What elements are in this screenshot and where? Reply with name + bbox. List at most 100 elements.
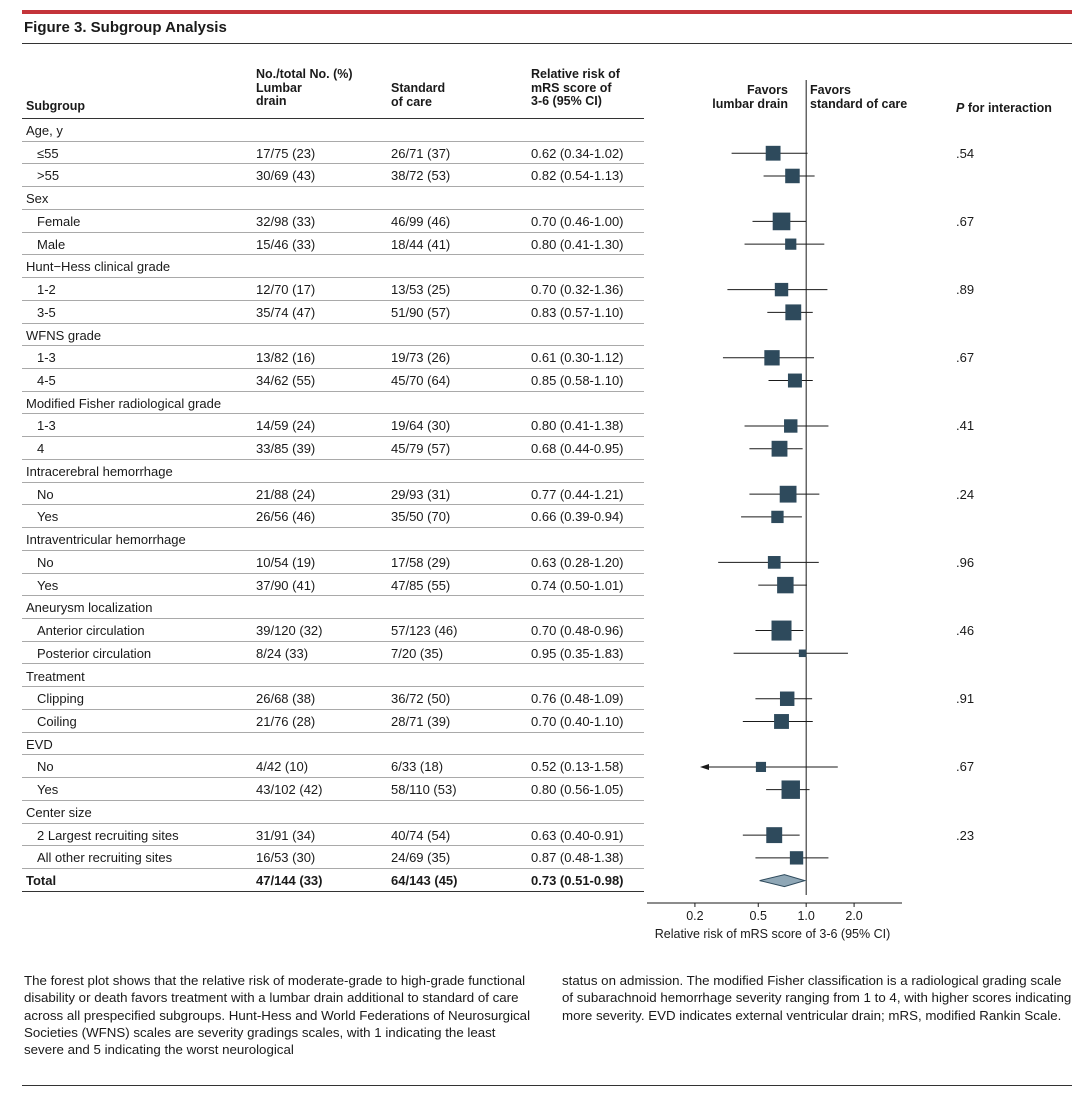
subgroup-label: 1-3 (37, 350, 56, 366)
table-row: No 21/88 (24) 29/93 (31) 0.77 (0.44-1.21) (22, 483, 644, 506)
point-estimate-marker (785, 238, 797, 250)
relative-risk-ci: 0.87 (0.48-1.38) (531, 850, 624, 866)
standard-care-count: 28/71 (39) (391, 713, 451, 729)
table-row: No 4/42 (10) 6/33 (18) 0.52 (0.13-1.58) (22, 755, 644, 779)
lumbar-drain-count: 8/24 (33) (256, 645, 309, 661)
standard-care-count: 40/74 (54) (391, 827, 451, 843)
p-interaction-value: .67 (956, 350, 975, 366)
point-estimate-marker (765, 145, 781, 161)
total-diamond (759, 874, 807, 888)
point-estimate-marker (755, 761, 767, 773)
subgroup-label: Anterior circulation (37, 623, 145, 639)
subgroup-label: All other recruiting sites (37, 850, 173, 866)
relative-risk-ci: 0.73 (0.51-0.98) (531, 873, 624, 889)
header-rr-line-3: 3-6 (95% CI) (531, 94, 602, 108)
lumbar-drain-count: 16/53 (30) (256, 850, 316, 866)
lumbar-drain-count: 21/76 (28) (256, 713, 316, 729)
category-row: Aneurysm localization (22, 596, 644, 620)
x-tick-label: 0.2 (686, 909, 703, 923)
p-interaction-value: .89 (956, 282, 975, 298)
lumbar-drain-count: 43/102 (42) (256, 782, 323, 798)
relative-risk-ci: 0.61 (0.30-1.12) (531, 350, 624, 366)
total-row: Total 47/144 (33) 64/143 (45) 0.73 (0.51-0.… (22, 869, 644, 892)
lumbar-drain-count: 37/90 (41) (256, 577, 316, 593)
point-estimate-marker (779, 485, 797, 503)
table-row: ≤55 17/75 (23) 26/71 (37) 0.62 (0.34-1.02) (22, 142, 644, 165)
lumbar-drain-count: 26/68 (38) (256, 691, 316, 707)
table-row: 1-2 12/70 (17) 13/53 (25) 0.70 (0.32-1.36) (22, 278, 644, 301)
p-interaction-value: .41 (956, 418, 975, 434)
p-interaction-value: .91 (956, 691, 975, 707)
point-estimate-marker (779, 691, 795, 706)
relative-risk-ci: 0.52 (0.13-1.58) (531, 759, 624, 775)
lumbar-drain-count: 30/69 (43) (256, 168, 316, 184)
category-label: WFNS grade (26, 327, 102, 343)
lumbar-drain-count: 33/85 (39) (256, 441, 316, 457)
point-estimate-marker (774, 714, 789, 729)
relative-risk-ci: 0.63 (0.28-1.20) (531, 554, 624, 570)
relative-risk-ci: 0.70 (0.40-1.10) (531, 713, 624, 729)
relative-risk-ci: 0.74 (0.50-1.01) (531, 577, 624, 593)
table-row: 4-5 34/62 (55) 45/70 (64) 0.85 (0.58-1.10) (22, 369, 644, 392)
header-relative-risk: Relative risk of mRS score of 3-6 (95% C… (531, 67, 620, 109)
subgroup-label: Posterior circulation (37, 645, 152, 661)
table-row: No 10/54 (19) 17/58 (29) 0.63 (0.28-1.20) (22, 551, 644, 574)
category-label: Sex (26, 191, 49, 207)
header-lumbar: No./total No. (%) Lumbar drain (256, 67, 353, 109)
point-estimate-marker (774, 282, 789, 297)
p-interaction-value: .54 (956, 145, 975, 161)
point-estimate-marker (787, 373, 802, 388)
standard-care-count: 6/33 (18) (391, 759, 444, 775)
category-label: Intracerebral hemorrhage (26, 463, 173, 479)
relative-risk-ci: 0.70 (0.32-1.36) (531, 282, 624, 298)
lumbar-drain-count: 14/59 (24) (256, 418, 316, 434)
header-favors-lumbar-line-1: Favors (747, 83, 788, 97)
lumbar-drain-count: 32/98 (33) (256, 213, 316, 229)
header-favors-standard-line-1: Favors (810, 83, 851, 97)
lumbar-drain-count: 17/75 (23) (256, 145, 316, 161)
point-estimate-marker (766, 827, 783, 844)
header-standard: Standard of care (391, 81, 445, 109)
category-label: Aneurysm localization (26, 600, 153, 616)
relative-risk-ci: 0.66 (0.39-0.94) (531, 509, 624, 525)
category-row: Treatment (22, 665, 644, 688)
x-tick-label: 0.5 (750, 909, 767, 923)
table-row: Anterior circulation 39/120 (32) 57/123 (4… (22, 619, 644, 642)
standard-care-count: 38/72 (53) (391, 168, 451, 184)
subgroup-label: No (37, 554, 54, 570)
table-row: 4 33/85 (39) 45/79 (57) 0.68 (0.44-0.95) (22, 437, 644, 460)
standard-care-count: 35/50 (70) (391, 509, 451, 525)
table-row: 1-3 14/59 (24) 19/64 (30) 0.80 (0.41-1.38) (22, 414, 644, 438)
lumbar-drain-count: 47/144 (33) (256, 873, 323, 889)
lumbar-drain-count: 35/74 (47) (256, 304, 316, 320)
header-rr-line-1: Relative risk of (531, 67, 620, 81)
table-row: Male 15/46 (33) 18/44 (41) 0.80 (0.41-1.30) (22, 233, 644, 256)
table-row: 1-3 13/82 (16) 19/73 (26) 0.61 (0.30-1.12) (22, 346, 644, 369)
header-favors-lumbar: Favors lumbar drain (690, 83, 788, 111)
forest-plot: 0.2 0.5 1.0 2.0 Relative risk of mRS score o… (647, 80, 902, 941)
p-interaction-value: .23 (956, 827, 975, 843)
relative-risk-ci: 0.68 (0.44-0.95) (531, 441, 624, 457)
relative-risk-ci: 0.77 (0.44-1.21) (531, 486, 624, 502)
table-row: Posterior circulation 8/24 (33) 7/20 (35) 0… (22, 642, 644, 665)
subgroup-label: 4 (37, 441, 45, 457)
point-estimate-marker (767, 556, 781, 569)
header-lumbar-line-2: Lumbar (256, 80, 302, 95)
relative-risk-ci: 0.80 (0.56-1.05) (531, 782, 624, 798)
lumbar-drain-count: 26/56 (46) (256, 509, 316, 525)
point-estimate-marker (784, 419, 798, 433)
relative-risk-ci: 0.70 (0.48-0.96) (531, 623, 624, 639)
header-subgroup: Subgroup (26, 99, 86, 113)
subgroup-label: No (37, 759, 54, 775)
subgroup-label: 1-2 (37, 282, 56, 298)
standard-care-count: 36/72 (50) (391, 691, 451, 707)
category-label: Hunt−Hess clinical grade (26, 259, 171, 275)
lumbar-drain-count: 21/88 (24) (256, 486, 316, 502)
lumbar-drain-count: 34/62 (55) (256, 373, 316, 389)
standard-care-count: 51/90 (57) (391, 304, 451, 320)
point-estimate-marker (771, 620, 792, 641)
header-favors-standard: Favors standard of care (810, 83, 907, 111)
standard-care-count: 29/93 (31) (391, 486, 451, 502)
category-label: Treatment (26, 668, 85, 684)
standard-care-count: 17/58 (29) (391, 554, 451, 570)
